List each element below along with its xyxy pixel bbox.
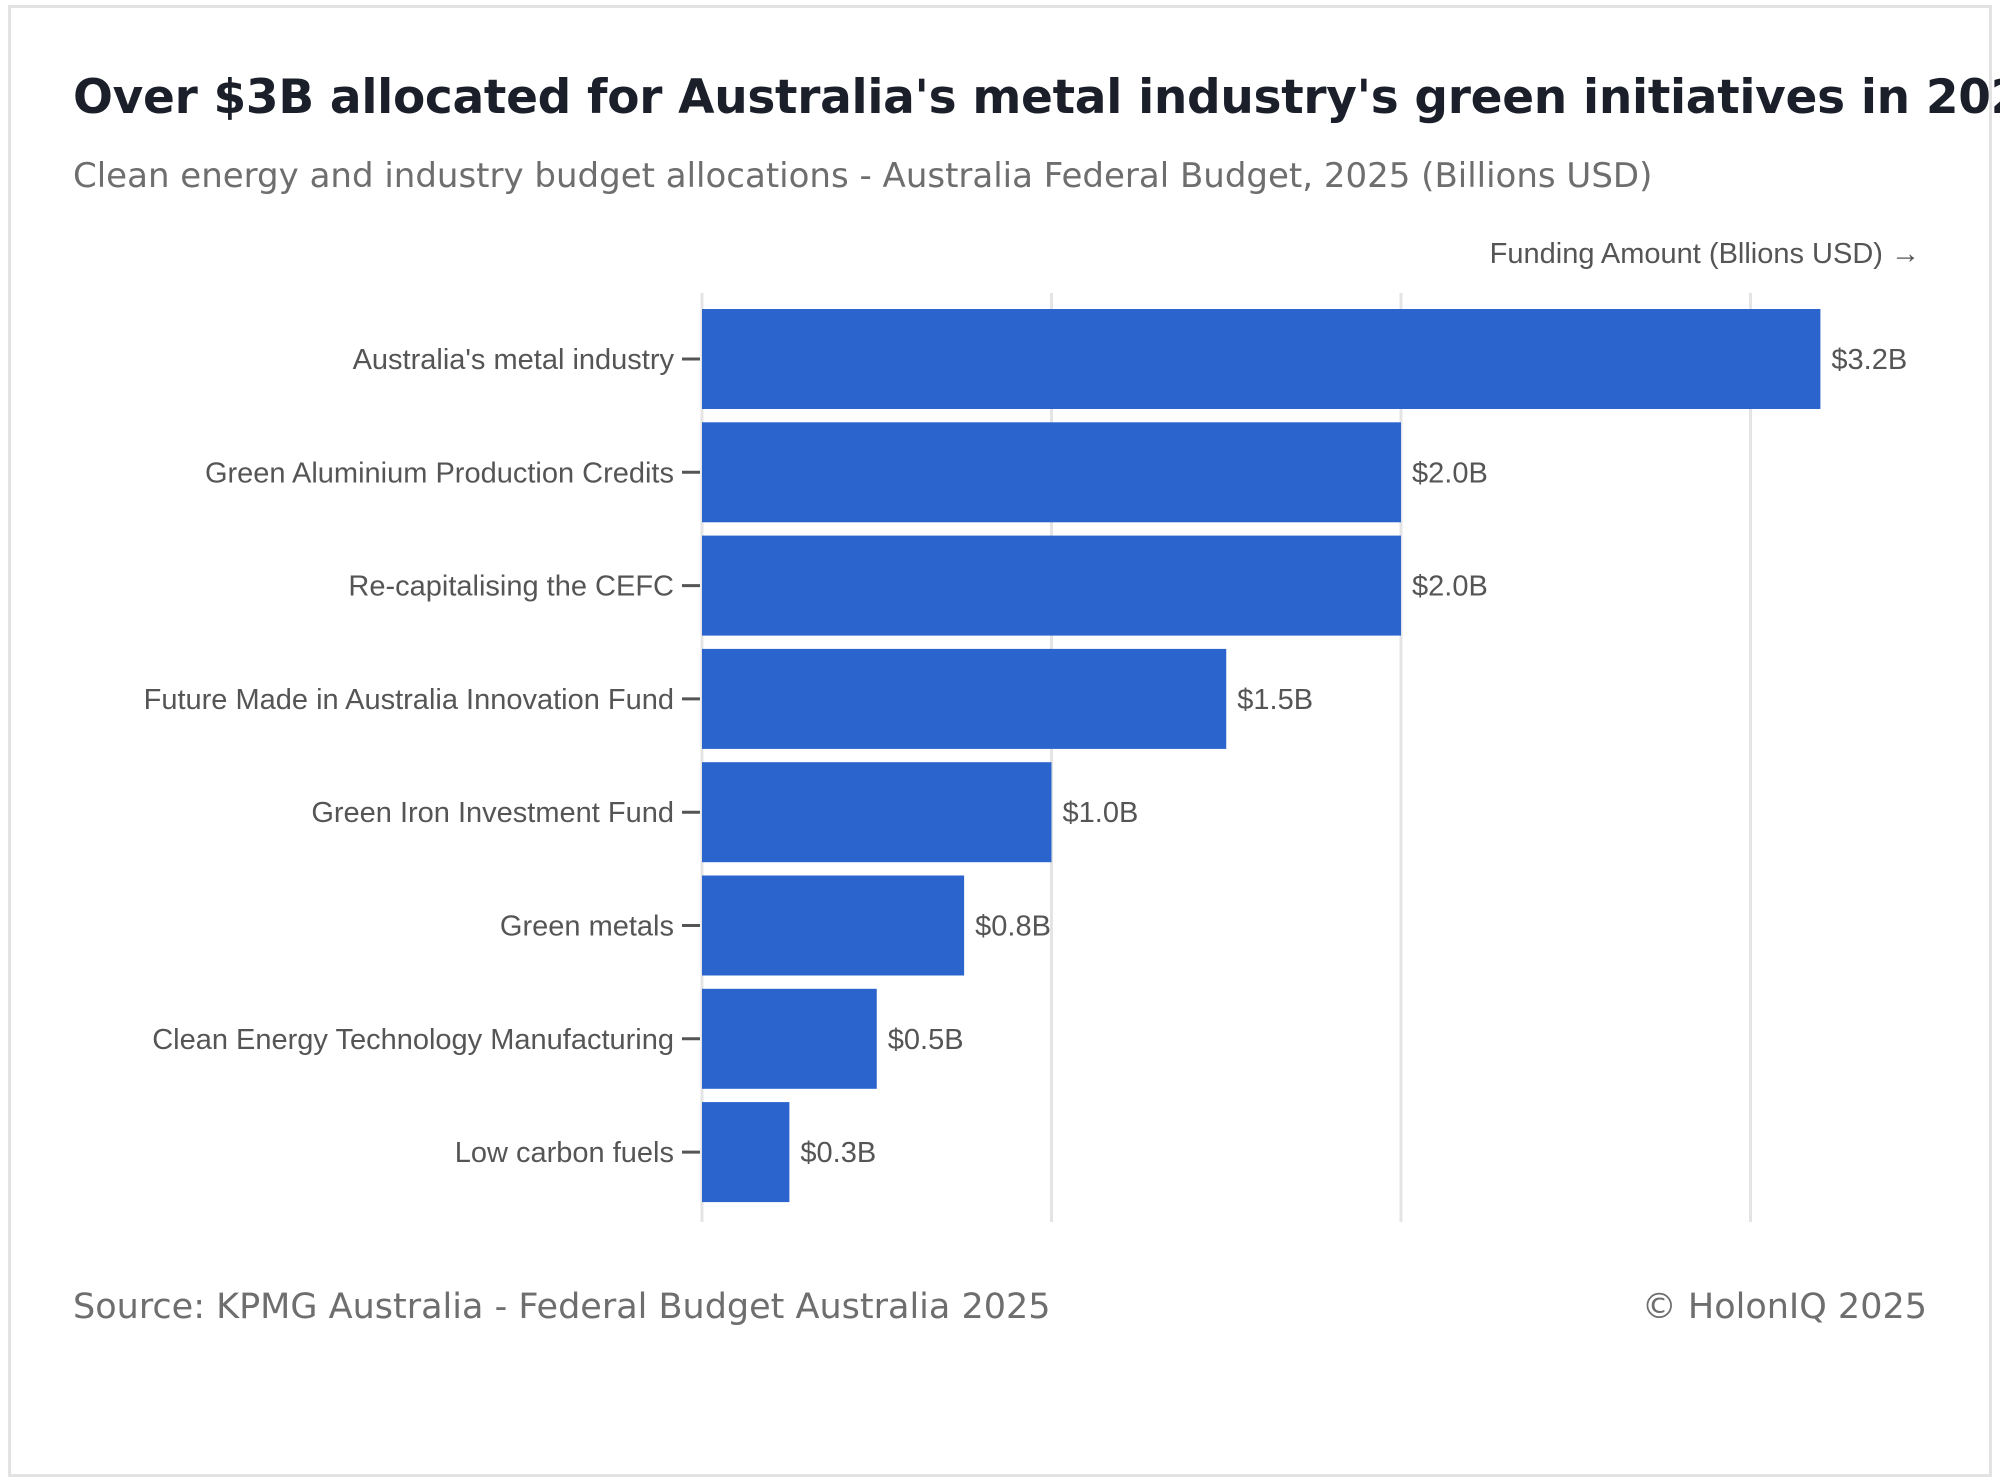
y-tick-label: Clean Energy Technology Manufacturing [152,1024,674,1056]
bar [702,1102,790,1203]
bar-value-label: $3.2B [1831,344,1907,376]
y-tick-label: Re-capitalising the CEFC [348,571,674,603]
bar [702,309,1821,409]
bar-value-label: $0.8B [975,911,1051,943]
x-axis-title: Funding Amount (Bllions USD) → [1490,238,1920,270]
bar [702,762,1052,863]
chart-title: Over $3B allocated for Australia's metal… [73,70,2000,125]
bar [702,875,965,976]
y-tick-label: Green Iron Investment Fund [311,797,674,829]
bar [702,988,877,1089]
bar-value-label: $0.3B [800,1137,876,1169]
bar-value-label: $2.0B [1412,457,1488,489]
source-note: Source: KPMG Australia - Federal Budget … [73,1287,1051,1327]
y-tick-label: Australia's metal industry [353,344,675,376]
bar-value-label: $1.5B [1237,684,1313,716]
copyright-note: © HolonIQ 2025 [1641,1287,1927,1327]
y-tick-label: Low carbon fuels [455,1137,674,1169]
y-tick-label: Green Aluminium Production Credits [205,457,674,489]
bar [702,535,1401,636]
bar [702,648,1227,749]
y-tick-label: Green metals [500,911,674,943]
y-tick-label: Future Made in Australia Innovation Fund [144,684,674,716]
chart-subtitle: Clean energy and industry budget allocat… [73,156,1653,196]
bar-value-label: $2.0B [1412,571,1488,603]
bar-value-label: $0.5B [888,1024,964,1056]
bar [702,422,1401,523]
bar-value-label: $1.0B [1063,797,1139,829]
